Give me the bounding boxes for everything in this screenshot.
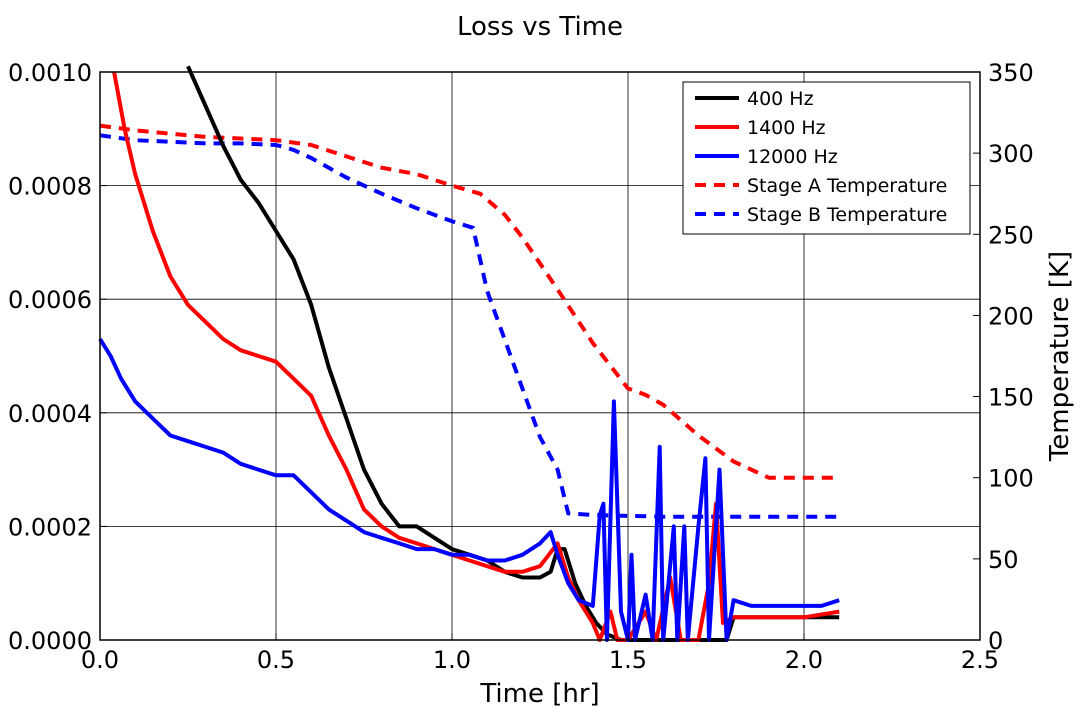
y2-tick-label: 350 <box>988 59 1034 87</box>
series-line-12000-hz <box>98 337 840 642</box>
y2-tick-label: 150 <box>988 384 1034 412</box>
y-tick-label: 0.0010 <box>8 59 92 87</box>
legend-label: Stage A Temperature <box>747 175 947 197</box>
legend-label: 400 Hz <box>747 88 814 110</box>
x-tick-label: 2.5 <box>961 646 999 674</box>
y2-tick-label: 0 <box>988 627 1003 655</box>
y2-tick-label: 200 <box>988 302 1034 330</box>
y2-tick-label: 250 <box>988 221 1034 249</box>
legend-label: 12000 Hz <box>747 146 838 168</box>
y-tick-label: 0.0002 <box>8 513 92 541</box>
tick-layer: 0.0 0.5 1.0 1.5 2.0 2.5 0.0000 0.0002 0.0004 0.00… <box>8 59 1034 674</box>
legend-label: 1400 Hz <box>747 117 826 139</box>
y2-tick-label: 300 <box>988 140 1034 168</box>
legend-label: Stage B Temperature <box>747 204 947 226</box>
x-axis-label: Time [hr] <box>479 679 599 709</box>
y2-tick-label: 100 <box>988 465 1034 493</box>
y-tick-label: 0.0000 <box>8 627 92 655</box>
x-tick-label: 2.0 <box>785 646 823 674</box>
chart-title: Loss vs Time <box>457 12 623 42</box>
x-tick-label: 0.5 <box>257 646 295 674</box>
y2-axis-label: Temperature [K] <box>1045 251 1075 462</box>
plot-frame <box>99 71 981 641</box>
y-tick-label: 0.0008 <box>8 173 92 201</box>
x-tick-label: 1.0 <box>433 646 471 674</box>
x-tick-label: 0.0 <box>81 646 119 674</box>
y2-tick-label: 50 <box>988 546 1019 574</box>
y-tick-label: 0.0004 <box>8 400 92 428</box>
y-tick-label: 0.0006 <box>8 286 92 314</box>
legend: 400 Hz 1400 Hz 12000 Hz Stage A Temperature… <box>682 81 971 235</box>
series-line-stage-a-temperature <box>99 123 840 480</box>
x-tick-label: 1.5 <box>609 646 647 674</box>
